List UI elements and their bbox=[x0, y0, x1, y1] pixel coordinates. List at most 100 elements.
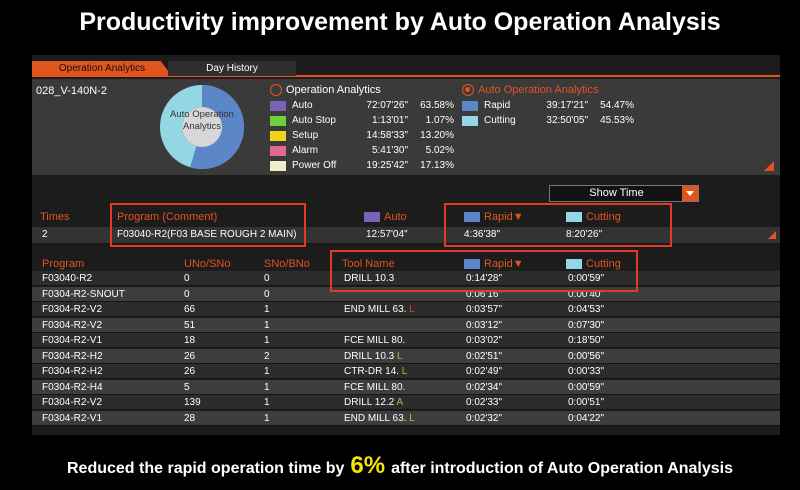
legend-swatch bbox=[270, 101, 286, 111]
legend-time: 39:17'21" bbox=[546, 100, 588, 111]
cell-program: F0304-R2-H2 bbox=[42, 350, 103, 362]
header-rapid[interactable]: Rapid▼ bbox=[464, 210, 554, 224]
cell-program: F0304-R2-V2 bbox=[42, 304, 103, 315]
cell-sno: 0 bbox=[264, 288, 270, 300]
table-row[interactable]: F0304-R2-H2 26 1 CTR-DR 14. L 0:02'49" 0:00'3… bbox=[32, 364, 780, 379]
table-row[interactable]: F0304-R2-V1 28 1 END MILL 63. L 0:02'32" 0:04… bbox=[32, 410, 780, 426]
cell-tool-name: DRILL 12.2 A bbox=[344, 397, 404, 408]
legend-swatch bbox=[462, 116, 478, 126]
cell-rapid: 0:02'32" bbox=[466, 412, 503, 424]
cell-cutting: 0:00'56" bbox=[568, 350, 605, 362]
table-row[interactable]: F0304-R2-H4 5 1 FCE MILL 80. 0:02'34" 0:00'5… bbox=[32, 379, 780, 395]
cell-uno: 0 bbox=[184, 288, 190, 300]
cell-program: F0304-R2-V1 bbox=[42, 412, 103, 424]
legend-percent: 54.47% bbox=[600, 100, 634, 111]
cell-program: F0304-R2-H2 bbox=[42, 366, 103, 377]
legend-swatch bbox=[270, 146, 286, 156]
legend-name: Setup bbox=[292, 130, 319, 141]
summary-row[interactable]: 2 F03040-R2(F03 BASE ROUGH 2 MAIN) 12:57… bbox=[32, 227, 780, 243]
cell-rapid: 0:03'12" bbox=[466, 319, 503, 331]
legend-name: Auto bbox=[292, 100, 313, 111]
tab-day-history[interactable]: Day History bbox=[168, 61, 296, 76]
auto-operation-analytics-radio[interactable]: Auto Operation Analytics bbox=[462, 83, 598, 97]
cell-sno: 1 bbox=[264, 335, 270, 346]
cell-cutting: 0:00'59" bbox=[568, 273, 605, 284]
table-row[interactable]: F0304-R2-SNOUT 0 0 0:06'16" 0:00'40" bbox=[32, 286, 780, 302]
cell-uno: 51 bbox=[184, 319, 196, 331]
cell-rapid: 0:03'57" bbox=[466, 304, 503, 315]
cell-cutting: 0:00'33" bbox=[568, 366, 605, 377]
header-times[interactable]: Times bbox=[40, 211, 70, 223]
cell-program: F03040-R2 bbox=[42, 273, 93, 284]
summary-program: F03040-R2(F03 BASE ROUGH 2 MAIN) bbox=[117, 229, 297, 240]
header-detail-cutting[interactable]: Cutting bbox=[566, 257, 656, 271]
donut-hole bbox=[182, 107, 222, 147]
header-program-comment[interactable]: Program (Comment) bbox=[117, 211, 218, 223]
rapid-swatch bbox=[464, 259, 480, 269]
legend-percent: 5.02% bbox=[425, 145, 454, 156]
summary-panel: 028_V-140N-2 Auto Operation Analytics Op… bbox=[32, 79, 780, 175]
cell-tool-name: END MILL 63. L bbox=[344, 304, 415, 315]
cell-tool-name: FCE MILL 80. bbox=[344, 335, 406, 346]
legend-percent: 63.58% bbox=[420, 100, 454, 111]
header-sno-bno[interactable]: SNo/BNo bbox=[264, 258, 310, 270]
legend-time: 72:07'26" bbox=[366, 100, 408, 111]
table-row[interactable]: F0304-R2-H2 26 2 DRILL 10.3 L 0:02'51" 0:00'5… bbox=[32, 348, 780, 364]
legend-percent: 13.20% bbox=[420, 130, 454, 141]
tool-suffix: L bbox=[397, 350, 403, 362]
table-row[interactable]: F0304-R2-V2 66 1 END MILL 63. L 0:03'57" 0:04… bbox=[32, 302, 780, 317]
analytics-screen: Operation Analytics Day History 028_V-14… bbox=[32, 55, 780, 435]
table-row[interactable]: F03040-R2 0 0 DRILL 10.3 0:14'28" 0:00'59" bbox=[32, 271, 780, 286]
page-title: Productivity improvement by Auto Operati… bbox=[79, 8, 721, 36]
resize-corner-icon[interactable] bbox=[764, 161, 774, 171]
summary-times: 2 bbox=[42, 229, 48, 240]
header-detail-rapid[interactable]: Rapid▼ bbox=[464, 257, 554, 271]
header-program[interactable]: Program bbox=[42, 258, 85, 270]
legend-name: Power Off bbox=[292, 160, 337, 171]
operation-analytics-radio[interactable]: Operation Analytics bbox=[270, 83, 381, 97]
show-time-dropdown[interactable]: Show Time bbox=[549, 185, 699, 202]
legend-time: 5:41'30" bbox=[371, 145, 408, 156]
header-cutting[interactable]: Cutting bbox=[566, 210, 656, 224]
footer-highlight: 6% bbox=[350, 452, 386, 479]
cutting-swatch bbox=[566, 212, 582, 222]
cell-rapid: 0:02'33" bbox=[466, 397, 503, 408]
header-auto[interactable]: Auto bbox=[364, 210, 444, 224]
cell-program: F0304-R2-V1 bbox=[42, 335, 103, 346]
cell-uno: 26 bbox=[184, 366, 196, 377]
legend-percent: 45.53% bbox=[600, 115, 634, 126]
cell-rapid: 0:03'02" bbox=[466, 335, 503, 346]
legend-time: 14:58'33" bbox=[366, 130, 408, 141]
tab-bar: Operation Analytics Day History bbox=[32, 61, 780, 77]
legend-name: Rapid bbox=[484, 100, 511, 111]
auto-operation-donut-chart bbox=[160, 85, 244, 169]
cell-tool-name: DRILL 10.3 L bbox=[344, 350, 403, 362]
cell-sno: 1 bbox=[264, 381, 270, 393]
rapid-swatch bbox=[464, 212, 480, 222]
summary-cutting: 8:20'26" bbox=[566, 229, 603, 240]
cell-uno: 139 bbox=[184, 397, 201, 408]
table-row[interactable]: F0304-R2-V1 18 1 FCE MILL 80. 0:03'02" 0:18'… bbox=[32, 333, 780, 348]
radio-unselected-icon bbox=[270, 84, 282, 96]
table-row[interactable]: F0304-R2-V2 51 1 0:03'12" 0:07'30" bbox=[32, 317, 780, 333]
cell-program: F0304-R2-V2 bbox=[42, 319, 103, 331]
cell-cutting: 0:04'53" bbox=[568, 304, 605, 315]
cell-rapid: 0:02'51" bbox=[466, 350, 503, 362]
tab-operation-analytics[interactable]: Operation Analytics bbox=[32, 61, 172, 76]
table-row[interactable]: F0304-R2-V2 139 1 DRILL 12.2 A 0:02'33" 0:00'… bbox=[32, 395, 780, 410]
dropdown-arrow-icon[interactable] bbox=[682, 186, 698, 201]
cell-cutting: 0:00'40" bbox=[568, 288, 605, 300]
cell-sno: 0 bbox=[264, 273, 270, 284]
footer-statement: Reduced the rapid operation time by 6% aft… bbox=[67, 452, 733, 479]
cell-uno: 5 bbox=[184, 381, 190, 393]
legend-time: 19:25'42" bbox=[366, 160, 408, 171]
cell-uno: 18 bbox=[184, 335, 196, 346]
header-uno-sno[interactable]: UNo/SNo bbox=[184, 258, 231, 270]
cell-program: F0304-R2-V2 bbox=[42, 397, 103, 408]
header-tool-name[interactable]: Tool Name bbox=[342, 258, 395, 270]
cell-tool-name: FCE MILL 80. bbox=[344, 381, 406, 393]
legend-percent: 1.07% bbox=[425, 115, 454, 126]
cell-sno: 2 bbox=[264, 350, 270, 362]
legend-name: Cutting bbox=[484, 115, 516, 126]
cell-program: F0304-R2-H4 bbox=[42, 381, 103, 393]
